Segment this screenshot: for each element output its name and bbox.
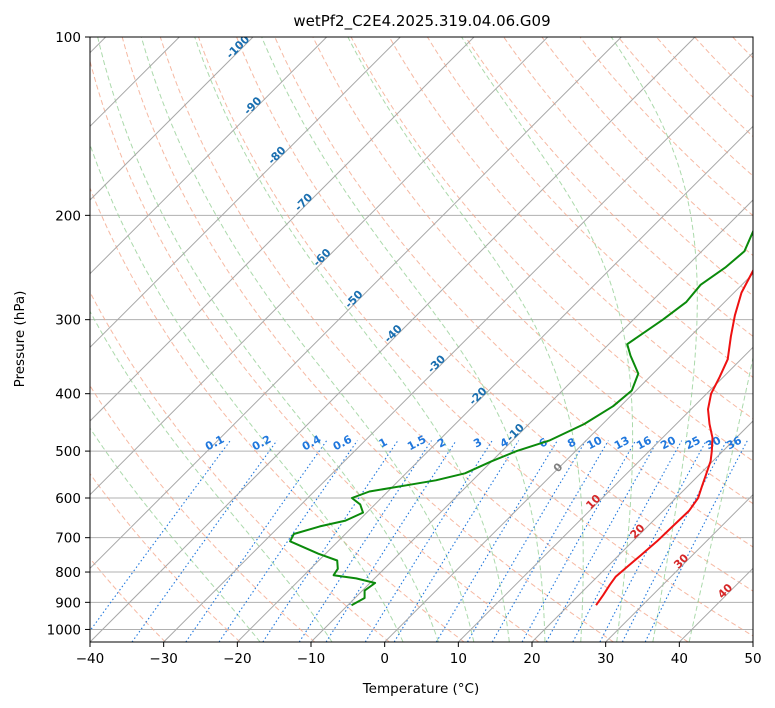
- isotherm-line: [531, 420, 753, 642]
- mixing-ratio-label: 20: [658, 433, 678, 452]
- dry-adiabat: [312, 37, 753, 505]
- mixing-ratio-line: [521, 440, 637, 642]
- isotherm-line: [90, 37, 696, 642]
- y-tick-label: 600: [55, 491, 81, 507]
- x-tick-label: 20: [523, 651, 540, 667]
- y-tick-label: 800: [55, 565, 81, 581]
- mixing-ratio-line: [491, 440, 609, 642]
- x-tick-label: 50: [744, 651, 761, 667]
- mixing-ratio-line: [599, 440, 707, 642]
- dry-adiabat: [465, 37, 753, 337]
- moist-adiabat: [688, 355, 753, 642]
- profile-line: [289, 211, 753, 607]
- y-tick-label: 100: [55, 30, 81, 46]
- mixing-ratio-label: 36: [724, 434, 744, 453]
- isotherm-line: [236, 125, 753, 642]
- dry-adiabat: [579, 37, 753, 217]
- dry-adiabat: [90, 59, 540, 642]
- moist-adiabat: [90, 142, 404, 642]
- isotherm-line: [90, 37, 549, 496]
- isotherm-line: [90, 37, 475, 422]
- dry-adiabat: [90, 291, 390, 642]
- x-axis-label: Temperature (°C): [362, 681, 480, 697]
- x-tick-label: 40: [671, 651, 688, 667]
- profile-line: [595, 268, 753, 606]
- mixing-ratio-line: [185, 440, 328, 642]
- x-tick-label: −10: [297, 651, 326, 667]
- mixing-ratio-line: [131, 440, 278, 642]
- mixing-ratio-line: [467, 440, 587, 642]
- dry-adiabat: [121, 37, 614, 642]
- dry-adiabat: [236, 37, 753, 592]
- x-tick-label: 0: [380, 651, 389, 667]
- x-tick-label: −20: [223, 651, 252, 667]
- mixing-ratio-label: 13: [612, 434, 632, 453]
- dry-adiabat: [350, 37, 753, 462]
- y-tick-label: 700: [55, 531, 81, 547]
- isotherm-line: [310, 199, 753, 642]
- dry-adiabat: [90, 384, 316, 642]
- y-tick-label: 300: [55, 313, 81, 329]
- mixing-ratio-line: [621, 440, 728, 642]
- mixing-ratio-line: [644, 440, 748, 642]
- y-tick-label: 900: [55, 595, 81, 611]
- x-tick-label: 10: [450, 651, 467, 667]
- dry-adiabat: [90, 472, 241, 642]
- dry-adiabat: [274, 37, 753, 548]
- chart-title: wetPf2_C2E4.2025.319.04.06.G09: [293, 12, 550, 31]
- mixing-ratio-line: [262, 440, 399, 642]
- plot-frame: [89, 36, 754, 643]
- x-tick-label: 30: [597, 651, 614, 667]
- isotherm-line: [384, 272, 753, 642]
- moist-adiabat: [347, 37, 584, 642]
- dry-adiabat: [426, 37, 753, 378]
- moist-adiabat: [97, 37, 439, 642]
- y-tick-label: 200: [55, 208, 81, 224]
- moist-adiabat: [610, 37, 698, 642]
- mixing-ratio-line: [393, 440, 520, 642]
- moist-adiabat: [90, 427, 261, 642]
- mixing-ratio-line: [435, 440, 558, 642]
- mixing-ratio-line: [218, 440, 358, 642]
- y-axis-label: Pressure (hPa): [12, 291, 28, 388]
- mixing-ratio-label: 16: [634, 434, 654, 453]
- x-tick-label: −40: [76, 651, 105, 667]
- isotherm-line: [163, 51, 753, 642]
- moist-adiabat: [261, 37, 546, 642]
- isotherm-line: [605, 493, 753, 642]
- mixing-ratio-label: 25: [683, 434, 703, 453]
- mixing-ratio-line: [298, 440, 432, 642]
- y-tick-label: 1000: [47, 622, 81, 638]
- moist-adiabat: [140, 37, 475, 642]
- isotherm-line: [457, 346, 753, 642]
- mixing-ratio-label: 10: [585, 433, 605, 452]
- dry-adiabat: [90, 186, 465, 642]
- isotherm-line: [90, 37, 328, 275]
- moist-adiabat: [194, 37, 510, 642]
- dry-adiabat: [159, 37, 689, 642]
- x-tick-label: −30: [149, 651, 178, 667]
- mixing-ratio-label: 30: [704, 434, 724, 453]
- isotherm-line: [90, 37, 622, 570]
- y-tick-label: 400: [55, 387, 81, 403]
- moist-adiabat: [90, 310, 333, 642]
- isotherm-line: [90, 37, 254, 201]
- mixing-ratio-line: [90, 440, 231, 632]
- y-tick-label: 500: [55, 444, 81, 460]
- isotherm-line: [90, 37, 401, 349]
